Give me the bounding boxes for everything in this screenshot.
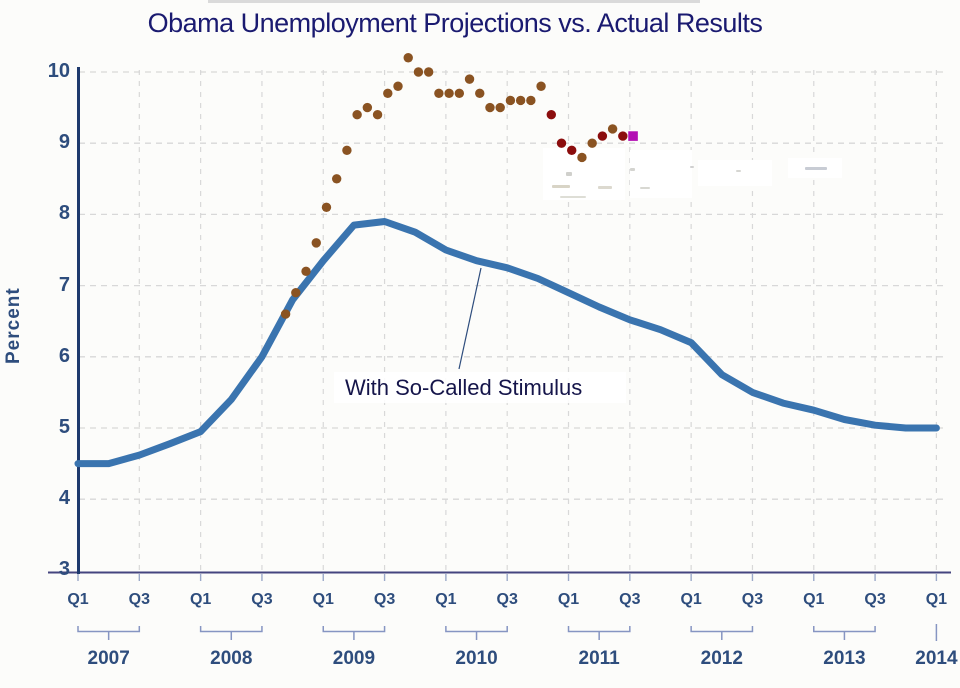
actual-dot [577, 152, 587, 163]
year-bracket [322, 626, 386, 640]
year-bracket [813, 626, 876, 640]
actual-dot [618, 131, 628, 141]
actual-dot [475, 88, 485, 99]
erased-text-remnant [552, 185, 570, 188]
actual-dot [505, 95, 516, 106]
quarter-label: Q1 [189, 591, 212, 608]
actual-dot [393, 81, 403, 91]
actual-dot [556, 138, 567, 148]
quarter-label: Q3 [373, 591, 396, 608]
actual-dot [362, 102, 373, 113]
year-label: 2010 [455, 648, 498, 669]
annotation-leader-line [458, 267, 482, 370]
y-tick-label: 6 [58, 344, 70, 367]
quarter-label: Q1 [925, 591, 948, 608]
year-bracket [567, 626, 631, 640]
year-bracket [445, 626, 508, 640]
year-label: 2012 [700, 648, 743, 669]
y-tick-label: 4 [58, 487, 70, 510]
top-border-artifact [208, 0, 700, 3]
quarter-label: Q3 [619, 591, 641, 608]
actual-dot [291, 288, 301, 298]
quarter-label: Q3 [741, 591, 764, 608]
erased-text-remnant [560, 196, 586, 198]
erased-text-remnant [640, 187, 650, 189]
quarter-label: Q3 [251, 591, 273, 608]
y-tick-label: 10 [47, 60, 70, 82]
actual-dot [597, 131, 608, 141]
actual-dot [495, 102, 505, 113]
y-tick-label: 5 [58, 416, 70, 438]
actual-dot [342, 145, 352, 156]
actual-dot [526, 95, 536, 106]
erased-label-patch [698, 160, 772, 186]
year-label: 2013 [823, 648, 866, 669]
year-label: 2014 [915, 648, 958, 669]
actual-dot [311, 238, 321, 248]
quarter-label: Q3 [128, 591, 150, 608]
year-bracket [690, 626, 754, 640]
chart-title: Obama Unemployment Projections vs. Actua… [147, 8, 763, 38]
erased-text-remnant [690, 166, 694, 168]
actual-dot [403, 53, 413, 63]
quarter-label: Q3 [496, 591, 518, 608]
quarter-label: Q1 [67, 591, 89, 608]
y-tick-label: 3 [58, 558, 70, 581]
actual-dot [464, 74, 475, 84]
quarter-label: Q1 [312, 591, 334, 608]
actual-dot [515, 95, 526, 106]
actual-dot [444, 88, 454, 99]
actual-dot [567, 145, 577, 156]
actual-dot [301, 266, 311, 277]
stimulus-annotation: With So-Called Stimulus [345, 375, 583, 400]
year-label: 2008 [210, 648, 253, 669]
year-bracket [77, 626, 141, 640]
erased-label-patch [630, 150, 692, 198]
erased-text-remnant [736, 170, 741, 172]
actual-dot [372, 110, 383, 120]
actual-dot [434, 88, 444, 99]
quarter-label: Q1 [557, 591, 580, 608]
actual-dot [546, 110, 556, 120]
actual-dot [607, 124, 618, 134]
year-label: 2009 [332, 648, 376, 669]
projection-line [74, 218, 940, 468]
actual-dot [280, 309, 291, 319]
y-tick-label: 7 [58, 273, 70, 296]
year-bracket [199, 626, 263, 640]
actual-dot-latest [628, 131, 638, 141]
actual-dot [321, 202, 332, 212]
erased-text-remnant [805, 167, 827, 170]
actual-dot [587, 138, 597, 148]
annotation-backdrop [334, 372, 626, 403]
actual-dot [352, 110, 362, 120]
y-tick-label: 8 [58, 202, 70, 225]
year-label: 2007 [87, 648, 130, 669]
erased-text-remnant [598, 186, 612, 189]
erased-text-remnant [630, 168, 635, 171]
actual-dot [423, 67, 434, 77]
quarter-label: Q1 [803, 591, 825, 608]
actual-dot [454, 88, 465, 99]
quarter-label: Q3 [864, 591, 886, 608]
actual-dot [536, 81, 546, 91]
year-label: 2011 [578, 648, 620, 669]
quarter-label: Q1 [435, 591, 457, 608]
actual-dot [485, 102, 495, 113]
erased-text-remnant [566, 172, 572, 176]
y-tick-label: 9 [58, 131, 70, 154]
actual-dot [413, 67, 424, 77]
actual-dot [331, 174, 342, 184]
actual-dot [383, 88, 393, 99]
quarter-label: Q1 [680, 591, 702, 608]
